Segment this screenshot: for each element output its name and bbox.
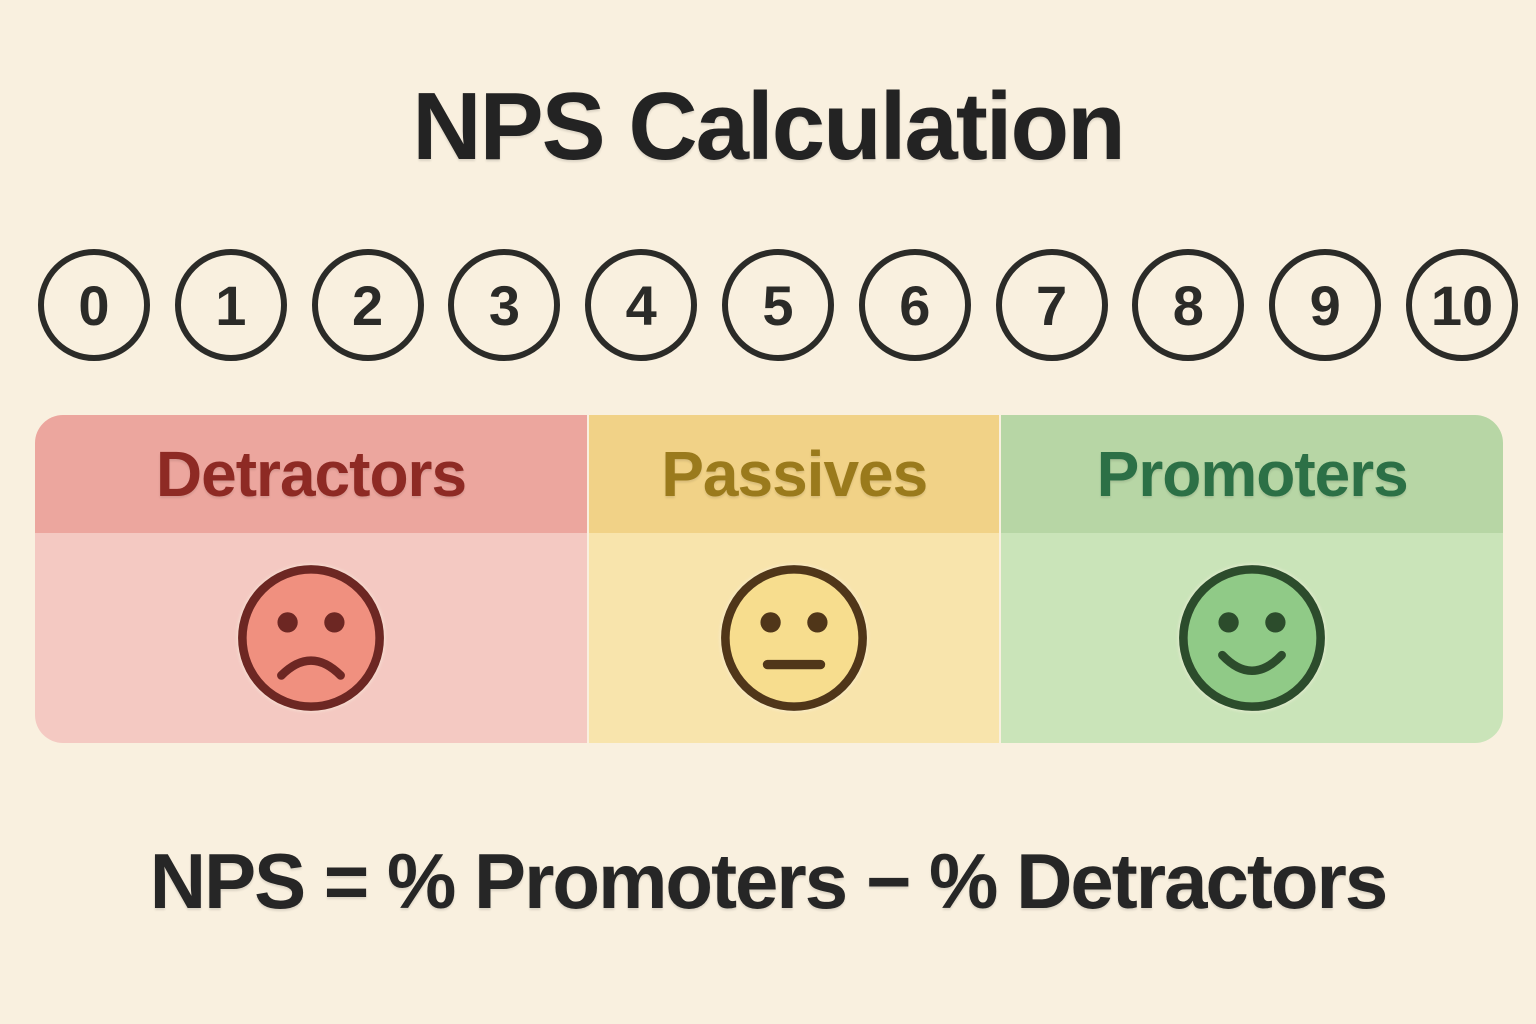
rating-value: 5: [762, 273, 794, 337]
happy-face-icon: [1179, 565, 1326, 711]
rating-circle-10: 10: [1405, 249, 1518, 361]
rating-circle-0: 0: [38, 249, 150, 361]
rating-circle-8: 8: [1132, 249, 1245, 361]
segment-passives-label: Passives: [661, 438, 928, 510]
rating-value: 10: [1430, 273, 1494, 337]
rating-value: 1: [215, 273, 247, 337]
rating-value: 8: [1172, 273, 1204, 337]
segment-detractors: Detractors: [35, 415, 587, 743]
rating-value: 6: [899, 273, 931, 337]
segment-promoters-label: Promoters: [1096, 438, 1409, 510]
segment-passives: Passives: [586, 415, 1000, 743]
sad-face-icon: [238, 565, 384, 711]
page-title: NPS Calculation: [412, 73, 1125, 180]
segment-detractors-label: Detractors: [155, 438, 467, 510]
segment-detractors-header: Detractors: [35, 415, 587, 533]
segments-panel: Detractors Passives: [35, 415, 1503, 743]
rating-circle-4: 4: [585, 249, 698, 361]
rating-circle-2: 2: [311, 249, 424, 361]
rating-value: 9: [1309, 273, 1341, 337]
rating-circle-7: 7: [995, 249, 1108, 361]
segment-passives-header: Passives: [588, 415, 1000, 533]
rating-value: 4: [625, 273, 657, 337]
segment-passives-body: [588, 533, 1000, 743]
rating-scale: 0 1 2 3 4 5 6 7 8 9 10: [38, 249, 1518, 361]
neutral-face-icon: [721, 565, 868, 711]
rating-value: 2: [352, 273, 384, 337]
rating-value: 0: [78, 273, 110, 337]
rating-circle-3: 3: [448, 249, 561, 361]
segment-detractors-body: [35, 533, 587, 743]
rating-circle-6: 6: [858, 249, 971, 361]
nps-formula: NPS = % Promoters − % Detractors: [149, 837, 1388, 925]
rating-value: 7: [1036, 273, 1068, 337]
segment-promoters-header: Promoters: [1001, 415, 1503, 533]
segment-promoters-body: [1001, 533, 1503, 743]
rating-circle-5: 5: [721, 249, 834, 361]
rating-circle-9: 9: [1269, 249, 1382, 361]
segment-promoters: Promoters: [999, 415, 1503, 743]
rating-value: 3: [488, 273, 520, 337]
rating-circle-1: 1: [174, 249, 287, 361]
